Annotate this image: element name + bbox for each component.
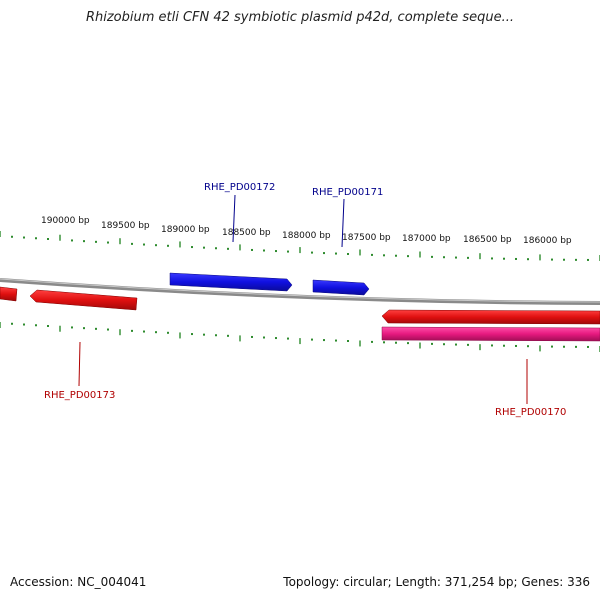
scale-label: 190000 bp (41, 216, 90, 226)
gene-label-rhe-pd00170[interactable]: RHE_PD00170 (495, 407, 566, 418)
scale-label: 189500 bp (101, 221, 150, 231)
leader-line-rhe-pd00173 (78, 341, 81, 387)
gene-label-rhe-pd00172[interactable]: RHE_PD00172 (204, 182, 275, 193)
gene-arrow-rhe-pd00173[interactable] (29, 289, 138, 311)
leader-line-rhe-pd00171 (341, 198, 345, 248)
map-title: Rhizobium etli CFN 42 symbiotic plasmid … (85, 10, 515, 25)
scale-label: 186000 bp (523, 236, 572, 246)
scale-label: 186500 bp (463, 235, 512, 245)
gene-arrow-rhe-pd00171[interactable] (312, 279, 370, 296)
leader-line-rhe-pd00172 (232, 194, 236, 243)
plasmid-backbone (0, 278, 600, 305)
inner-scale-ticks (0, 322, 600, 352)
scale-label: 188000 bp (282, 231, 331, 241)
gene-arrow-rhe-pd00170[interactable] (381, 309, 600, 325)
scale-label: 187500 bp (342, 233, 391, 243)
gene-arrow-rhe-pd00172[interactable] (169, 272, 293, 292)
gene-label-rhe-pd00173[interactable]: RHE_PD00173 (44, 390, 115, 401)
scale-labels: 190000 bp 189500 bp 189000 bp 188500 bp … (41, 216, 572, 246)
scale-label: 187000 bp (402, 234, 451, 244)
outer-scale-ticks (0, 231, 600, 261)
summary-text: Topology: circular; Length: 371,254 bp; … (283, 575, 590, 589)
scale-label: 188500 bp (222, 228, 271, 238)
rna-gene-bar[interactable] (381, 326, 600, 342)
gene-arrow-left-edge[interactable] (0, 286, 18, 302)
gene-label-rhe-pd00171[interactable]: RHE_PD00171 (312, 187, 383, 198)
scale-label: 189000 bp (161, 225, 210, 235)
accession-text: Accession: NC_004041 (10, 575, 147, 589)
